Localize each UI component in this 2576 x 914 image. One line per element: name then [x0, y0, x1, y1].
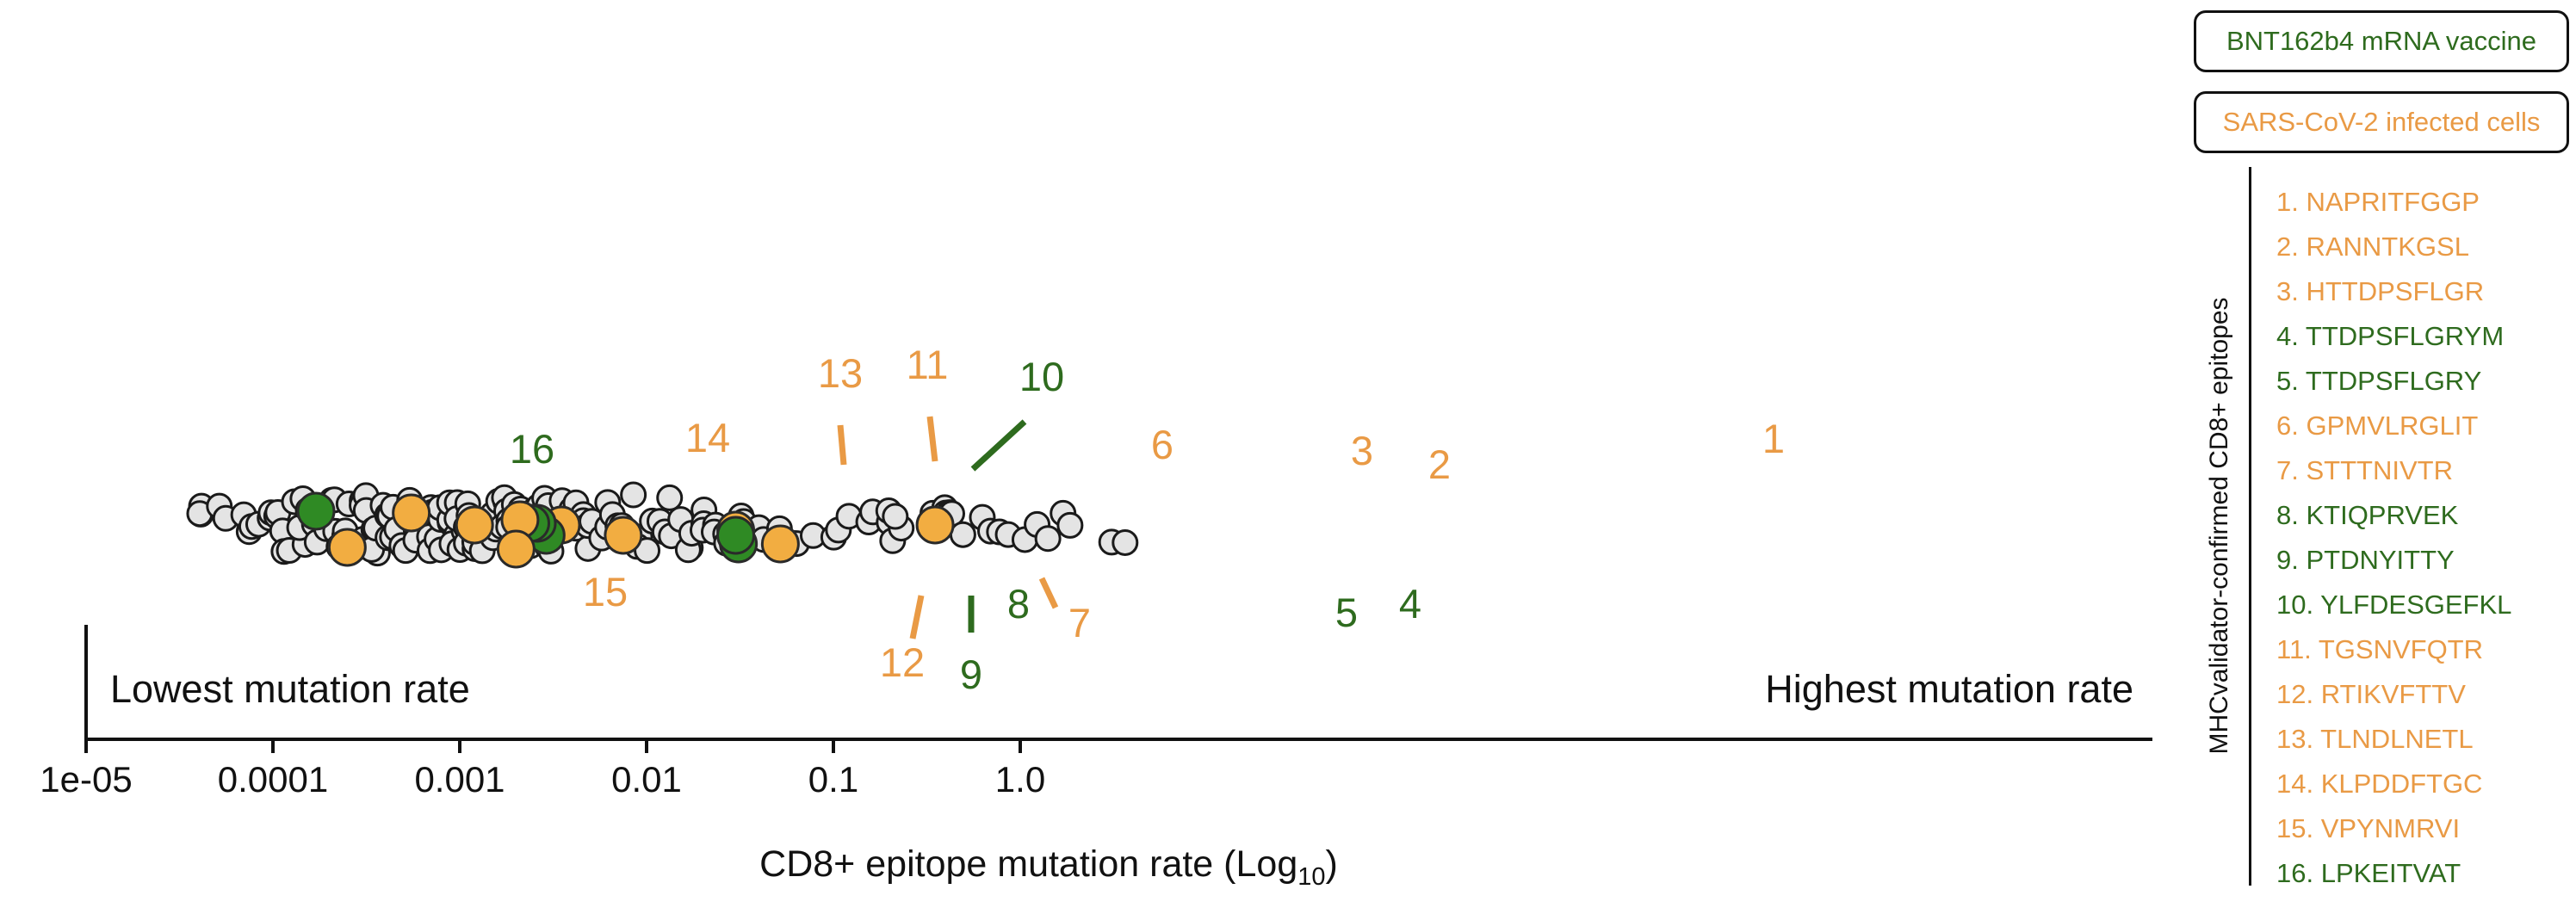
x-axis-label: CD8+ epitope mutation rate (Log10) [759, 843, 1338, 891]
x-tick-label: 1e-05 [40, 759, 132, 800]
leader-line-13 [837, 424, 847, 466]
highlight-label-4: 4 [1399, 581, 1421, 627]
epitope-item: 3. HTTDPSFLGR [2276, 276, 2485, 306]
x-tick-label: 0.1 [808, 759, 858, 800]
highlight-label-9: 9 [960, 652, 982, 697]
background-point [1056, 511, 1084, 539]
highlight-label-10: 10 [1019, 354, 1064, 399]
highlight-point-2 [760, 524, 800, 564]
highlight-point-6 [604, 516, 643, 555]
highlight-label-5: 5 [1335, 590, 1358, 635]
highlight-label-16: 16 [510, 426, 554, 472]
epitope-item: 2. RANNTKGSL [2276, 232, 2469, 262]
highlight-point-5 [716, 516, 756, 555]
lowest-annotation: Lowest mutation rate [110, 667, 470, 711]
legend-infected-label: SARS-CoV-2 infected cells [2222, 107, 2541, 137]
epitope-panel-label-text: MHCvalidator-confirmed CD8+ epitopes [2205, 297, 2233, 755]
epitope-panel-axis [2249, 167, 2251, 886]
highest-annotation: Highest mutation rate [1765, 667, 2133, 711]
x-tick-label: 1.0 [995, 759, 1045, 800]
epitope-item: 12. RTIKVFTTV [2276, 679, 2466, 709]
epitope-item: 5. TTDPSFLGRY [2276, 366, 2482, 396]
highlight-label-7: 7 [1068, 600, 1091, 645]
x-axis-label-subscript: 10 [1297, 863, 1325, 891]
epitope-item: 1. NAPRITFGGP [2276, 187, 2480, 217]
leader-line-12 [909, 595, 925, 639]
highlight-label-12: 12 [880, 639, 925, 685]
x-axis-ticks: 1e-05 0.0001 0.001 0.01 0.1 1.0 [40, 739, 1045, 800]
epitope-item: 16. LPKEITVAT [2276, 858, 2461, 888]
epitope-item: 13. TLNDLNETL [2276, 724, 2474, 754]
background-point [1034, 525, 1062, 553]
background-point [949, 521, 976, 548]
leader-line-10 [970, 419, 1027, 472]
epitope-list: 1. NAPRITFGGP 2. RANNTKGSL 3. HTTDPSFLGR 4.… [2276, 180, 2511, 896]
highlight-point-12 [496, 529, 536, 569]
highlight-point-14 [392, 493, 431, 533]
background-point [656, 484, 684, 511]
highlight-point-13 [455, 505, 494, 545]
highlight-point-1 [915, 505, 955, 545]
highlight-point-15 [327, 528, 367, 567]
highlight-leader-lines [837, 416, 1059, 639]
highlight-label-3: 3 [1351, 428, 1373, 473]
epitope-item: 4. TTDPSFLGRYM [2276, 321, 2505, 351]
epitope-item: 14. KLPDDFTGC [2276, 769, 2483, 799]
leader-line-7 [1038, 577, 1059, 609]
highlight-label-13: 13 [818, 350, 863, 396]
background-point [1112, 528, 1139, 556]
x-axis-label-main: CD8+ epitope mutation rate (Log [759, 843, 1297, 885]
highlight-label-6: 6 [1151, 422, 1173, 467]
legend-vaccine: BNT162b4 mRNA vaccine [2194, 10, 2569, 72]
x-tick-label: 0.001 [414, 759, 505, 800]
x-tick-label: 0.01 [611, 759, 682, 800]
epitope-item: 7. STTTNIVTR [2276, 455, 2453, 485]
highlight-label-11: 11 [907, 342, 949, 387]
legend-vaccine-label: BNT162b4 mRNA vaccine [2226, 26, 2537, 56]
highlight-label-15: 15 [583, 569, 628, 614]
highlighted-points [296, 491, 955, 569]
legend-infected: SARS-CoV-2 infected cells [2194, 91, 2569, 153]
leader-line-11 [926, 416, 938, 462]
highlight-label-8: 8 [1007, 581, 1030, 627]
epitope-item: 6. GPMVLRGLIT [2276, 411, 2479, 441]
epitope-item: 11. TGSNVFQTR [2276, 634, 2484, 664]
background-point [620, 481, 647, 509]
x-axis-label-close: ) [1326, 843, 1338, 885]
epitope-item: 9. PTDNYITTY [2276, 545, 2455, 575]
x-tick-label: 0.0001 [218, 759, 328, 800]
highlight-label-14: 14 [685, 415, 730, 460]
epitope-item: 8. KTIQPRVEK [2276, 500, 2459, 530]
highlight-label-2: 2 [1428, 442, 1451, 487]
highlight-point-16 [296, 491, 336, 531]
epitope-item: 15. VPYNMRVI [2276, 813, 2461, 843]
epitope-item: 10. YLFDESGEFKL [2276, 590, 2512, 620]
background-point [882, 503, 909, 530]
highlight-label-1: 1 [1762, 416, 1785, 461]
